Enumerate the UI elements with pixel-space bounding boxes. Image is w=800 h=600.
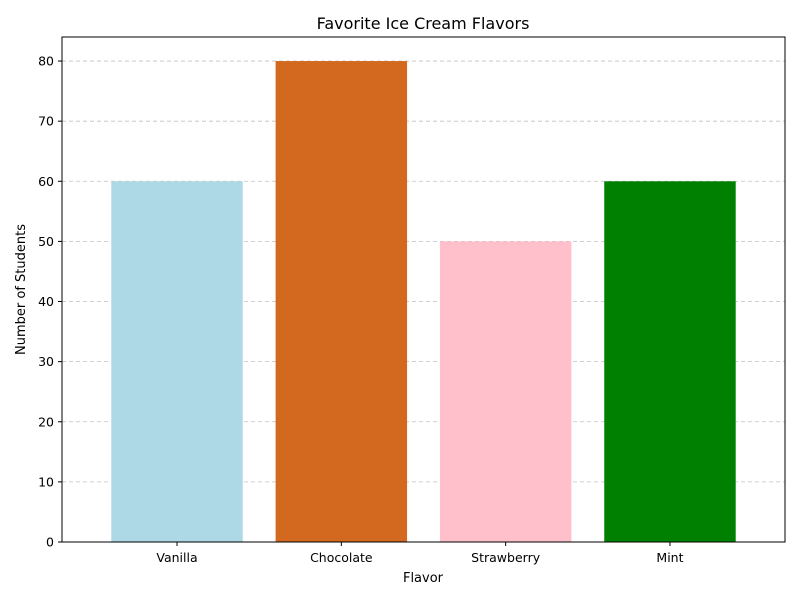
y-tick-label: 50 [38,234,54,249]
x-tick-label: Vanilla [156,550,197,565]
x-axis: Vanilla Chocolate Strawberry Mint [156,542,684,565]
y-tick-label: 40 [38,294,54,309]
x-tick-label: Mint [656,550,683,565]
y-tick-label: 20 [38,414,54,429]
x-tick-label: Strawberry [471,550,541,565]
y-tick-label: 30 [38,354,54,369]
plot-frame [61,36,786,543]
x-tick-label: Chocolate [310,550,373,565]
y-tick-label: 60 [38,174,54,189]
y-tick-label: 0 [46,535,54,550]
x-axis-label: Flavor [403,571,444,586]
y-tick-label: 70 [38,114,54,129]
bar-mint [604,181,736,543]
y-tick-label: 10 [38,474,54,489]
bar-strawberry [439,241,572,542]
bar-vanilla [111,181,243,543]
bar-chocolate [275,61,408,543]
y-axis: 0 10 20 30 40 50 60 70 80 [38,54,62,550]
y-tick-label: 80 [38,54,54,69]
chart-title: Favorite Ice Cream Flavors [317,14,530,33]
bars [111,61,736,543]
y-axis-label: Number of Students [14,224,29,355]
